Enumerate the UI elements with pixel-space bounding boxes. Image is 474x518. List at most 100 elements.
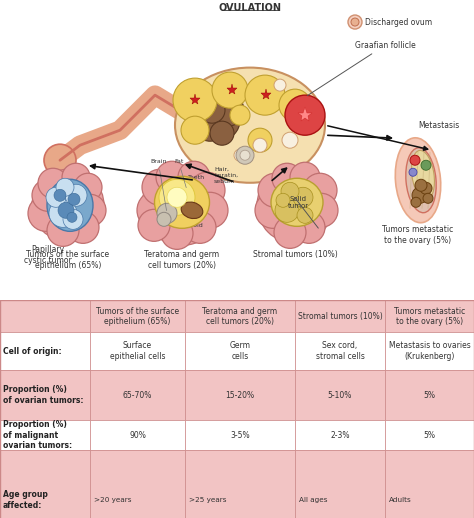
Text: Metastasis: Metastasis bbox=[419, 121, 460, 130]
Circle shape bbox=[411, 197, 421, 207]
Circle shape bbox=[272, 163, 302, 193]
FancyBboxPatch shape bbox=[90, 450, 185, 518]
Circle shape bbox=[212, 72, 248, 108]
Circle shape bbox=[181, 116, 209, 144]
Text: Solid
tumor: Solid tumor bbox=[287, 196, 309, 209]
FancyBboxPatch shape bbox=[90, 300, 185, 333]
Circle shape bbox=[293, 188, 313, 207]
Circle shape bbox=[189, 172, 225, 208]
Circle shape bbox=[138, 209, 170, 241]
Text: Thyroid: Thyroid bbox=[180, 223, 204, 228]
Circle shape bbox=[415, 179, 427, 191]
Circle shape bbox=[240, 150, 250, 160]
Circle shape bbox=[28, 195, 64, 232]
Circle shape bbox=[173, 78, 217, 122]
Circle shape bbox=[303, 173, 337, 207]
Text: Teratoma and germ
cell tumors (20%): Teratoma and germ cell tumors (20%) bbox=[145, 250, 219, 270]
Circle shape bbox=[275, 198, 299, 222]
FancyBboxPatch shape bbox=[385, 450, 474, 518]
FancyBboxPatch shape bbox=[185, 333, 295, 370]
Text: Surface
epithelial cells: Surface epithelial cells bbox=[110, 341, 165, 361]
FancyBboxPatch shape bbox=[0, 420, 90, 450]
Circle shape bbox=[58, 203, 74, 218]
Circle shape bbox=[74, 173, 102, 202]
Circle shape bbox=[178, 161, 210, 193]
Circle shape bbox=[38, 168, 68, 198]
Circle shape bbox=[157, 203, 177, 223]
Circle shape bbox=[68, 193, 80, 205]
Text: Papillary
cystic tumor: Papillary cystic tumor bbox=[24, 246, 72, 265]
Circle shape bbox=[420, 182, 432, 194]
Text: Discharged ovum: Discharged ovum bbox=[365, 18, 432, 26]
Text: Adults: Adults bbox=[389, 497, 412, 503]
Text: Tumors of the surface
epithelium (65%): Tumors of the surface epithelium (65%) bbox=[96, 307, 179, 326]
Circle shape bbox=[44, 144, 76, 176]
Circle shape bbox=[421, 160, 431, 170]
Circle shape bbox=[281, 182, 299, 200]
Ellipse shape bbox=[271, 178, 323, 226]
Ellipse shape bbox=[175, 67, 325, 183]
Circle shape bbox=[156, 161, 188, 193]
Text: Stromal tumors (10%): Stromal tumors (10%) bbox=[253, 250, 337, 260]
Circle shape bbox=[274, 79, 286, 91]
Text: Metastasis to ovaries
(Krukenberg): Metastasis to ovaries (Krukenberg) bbox=[389, 341, 470, 361]
Circle shape bbox=[236, 146, 254, 164]
Circle shape bbox=[161, 218, 193, 249]
Text: 90%: 90% bbox=[129, 430, 146, 440]
FancyBboxPatch shape bbox=[295, 300, 385, 333]
Text: OVULATION: OVULATION bbox=[219, 3, 282, 13]
FancyBboxPatch shape bbox=[295, 450, 385, 518]
Circle shape bbox=[304, 193, 338, 227]
FancyBboxPatch shape bbox=[185, 370, 295, 420]
FancyBboxPatch shape bbox=[385, 370, 474, 420]
Text: Teeth: Teeth bbox=[189, 175, 206, 180]
Circle shape bbox=[282, 132, 298, 148]
Circle shape bbox=[184, 211, 216, 243]
Ellipse shape bbox=[406, 148, 436, 213]
Circle shape bbox=[56, 178, 74, 196]
Text: Proportion (%)
of malignant
ovarian tumors:: Proportion (%) of malignant ovarian tumo… bbox=[3, 420, 72, 451]
FancyBboxPatch shape bbox=[0, 450, 90, 518]
FancyBboxPatch shape bbox=[0, 333, 90, 370]
Circle shape bbox=[67, 211, 99, 243]
FancyBboxPatch shape bbox=[385, 333, 474, 370]
Text: Cell of origin:: Cell of origin: bbox=[3, 347, 62, 356]
FancyBboxPatch shape bbox=[90, 333, 185, 370]
Circle shape bbox=[258, 173, 292, 207]
Text: 5-10%: 5-10% bbox=[328, 391, 352, 400]
Circle shape bbox=[245, 75, 285, 115]
Ellipse shape bbox=[181, 202, 203, 219]
FancyBboxPatch shape bbox=[295, 420, 385, 450]
Circle shape bbox=[62, 163, 90, 191]
Circle shape bbox=[274, 217, 306, 248]
Text: Tumors metastatic
to the ovary (5%): Tumors metastatic to the ovary (5%) bbox=[383, 225, 454, 244]
Circle shape bbox=[63, 209, 83, 229]
Text: Stromal tumors (10%): Stromal tumors (10%) bbox=[298, 312, 383, 321]
Circle shape bbox=[410, 155, 420, 165]
Circle shape bbox=[212, 94, 244, 126]
Text: Proportion (%)
of ovarian tumors:: Proportion (%) of ovarian tumors: bbox=[3, 385, 83, 405]
Circle shape bbox=[230, 105, 250, 125]
Circle shape bbox=[142, 165, 222, 246]
Circle shape bbox=[49, 199, 77, 227]
Text: 3-5%: 3-5% bbox=[230, 430, 250, 440]
FancyBboxPatch shape bbox=[385, 300, 474, 333]
Circle shape bbox=[210, 121, 234, 145]
FancyBboxPatch shape bbox=[185, 420, 295, 450]
Circle shape bbox=[234, 149, 246, 161]
Circle shape bbox=[54, 189, 66, 202]
Circle shape bbox=[194, 109, 226, 141]
Circle shape bbox=[157, 212, 171, 226]
FancyBboxPatch shape bbox=[295, 370, 385, 420]
FancyBboxPatch shape bbox=[0, 370, 90, 420]
Text: Brain: Brain bbox=[150, 159, 166, 211]
Circle shape bbox=[142, 169, 178, 205]
Circle shape bbox=[167, 188, 187, 207]
FancyBboxPatch shape bbox=[385, 420, 474, 450]
Circle shape bbox=[47, 214, 79, 247]
Circle shape bbox=[293, 211, 325, 243]
Text: 15-20%: 15-20% bbox=[226, 391, 255, 400]
FancyBboxPatch shape bbox=[185, 300, 295, 333]
Circle shape bbox=[32, 169, 104, 241]
Text: 5%: 5% bbox=[423, 430, 436, 440]
